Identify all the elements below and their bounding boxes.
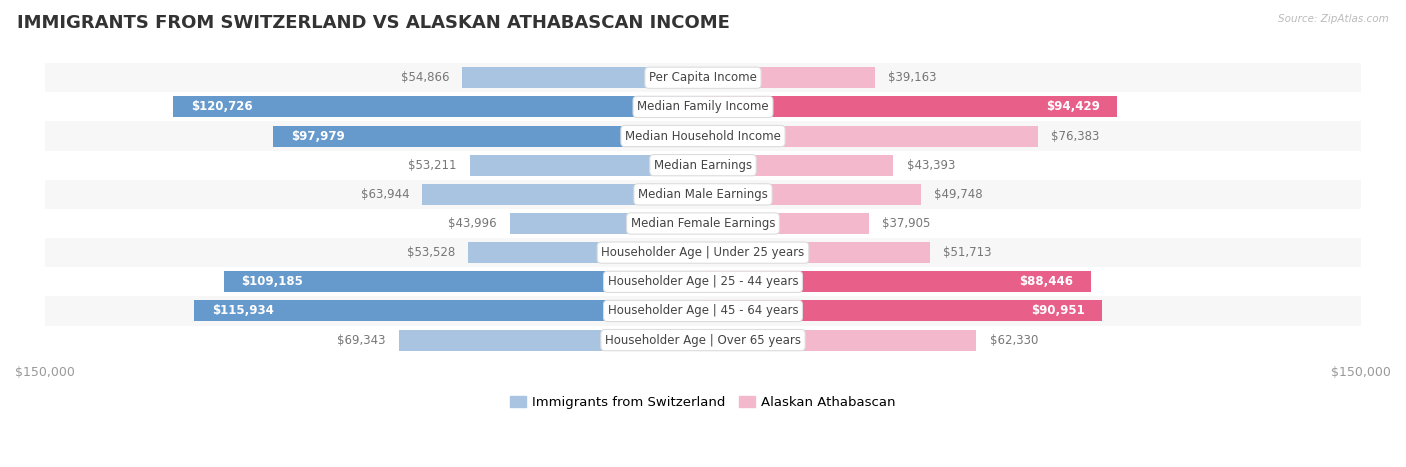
Bar	[703, 67, 875, 88]
Text: $54,866: $54,866	[401, 71, 449, 84]
Text: $69,343: $69,343	[337, 333, 385, 347]
Text: $120,726: $120,726	[191, 100, 253, 113]
Bar	[273, 126, 703, 147]
Text: $43,996: $43,996	[449, 217, 496, 230]
Legend: Immigrants from Switzerland, Alaskan Athabascan: Immigrants from Switzerland, Alaskan Ath…	[505, 390, 901, 414]
Text: Householder Age | Under 25 years: Householder Age | Under 25 years	[602, 246, 804, 259]
Bar	[422, 184, 703, 205]
Text: Householder Age | 25 - 44 years: Householder Age | 25 - 44 years	[607, 276, 799, 288]
Bar	[45, 121, 1361, 151]
Text: $49,748: $49,748	[935, 188, 983, 201]
Bar	[703, 213, 869, 234]
Text: $115,934: $115,934	[212, 304, 274, 318]
Text: $39,163: $39,163	[889, 71, 936, 84]
Bar	[399, 330, 703, 351]
Bar	[703, 271, 1091, 292]
Bar	[703, 242, 929, 263]
Text: $62,330: $62,330	[990, 333, 1038, 347]
Text: $90,951: $90,951	[1031, 304, 1084, 318]
Text: $53,211: $53,211	[408, 159, 457, 172]
Bar	[224, 271, 703, 292]
Text: $109,185: $109,185	[242, 276, 304, 288]
Text: $63,944: $63,944	[361, 188, 409, 201]
Text: $97,979: $97,979	[291, 129, 344, 142]
Bar	[173, 96, 703, 117]
Text: Median Family Income: Median Family Income	[637, 100, 769, 113]
Text: $94,429: $94,429	[1046, 100, 1099, 113]
Text: $53,528: $53,528	[406, 246, 456, 259]
Bar	[703, 126, 1038, 147]
Text: Householder Age | 45 - 64 years: Householder Age | 45 - 64 years	[607, 304, 799, 318]
Text: Per Capita Income: Per Capita Income	[650, 71, 756, 84]
Bar	[45, 92, 1361, 121]
Bar	[470, 155, 703, 176]
Text: $51,713: $51,713	[943, 246, 991, 259]
Bar	[45, 238, 1361, 267]
Bar	[703, 300, 1102, 321]
Text: Householder Age | Over 65 years: Householder Age | Over 65 years	[605, 333, 801, 347]
Text: Median Household Income: Median Household Income	[626, 129, 780, 142]
Text: $88,446: $88,446	[1019, 276, 1073, 288]
Text: Source: ZipAtlas.com: Source: ZipAtlas.com	[1278, 14, 1389, 24]
Text: IMMIGRANTS FROM SWITZERLAND VS ALASKAN ATHABASCAN INCOME: IMMIGRANTS FROM SWITZERLAND VS ALASKAN A…	[17, 14, 730, 32]
Bar	[45, 180, 1361, 209]
Bar	[45, 297, 1361, 325]
Bar	[510, 213, 703, 234]
Bar	[703, 184, 921, 205]
Bar	[45, 267, 1361, 297]
Bar	[45, 63, 1361, 92]
Text: $37,905: $37,905	[883, 217, 931, 230]
Bar	[45, 151, 1361, 180]
Text: Median Earnings: Median Earnings	[654, 159, 752, 172]
Bar	[45, 209, 1361, 238]
Bar	[194, 300, 703, 321]
Text: Median Female Earnings: Median Female Earnings	[631, 217, 775, 230]
Bar	[703, 155, 893, 176]
Bar	[468, 242, 703, 263]
Bar	[703, 330, 976, 351]
Text: $76,383: $76,383	[1052, 129, 1099, 142]
Text: Median Male Earnings: Median Male Earnings	[638, 188, 768, 201]
Bar	[463, 67, 703, 88]
Bar	[703, 96, 1118, 117]
Bar	[45, 325, 1361, 354]
Text: $43,393: $43,393	[907, 159, 955, 172]
